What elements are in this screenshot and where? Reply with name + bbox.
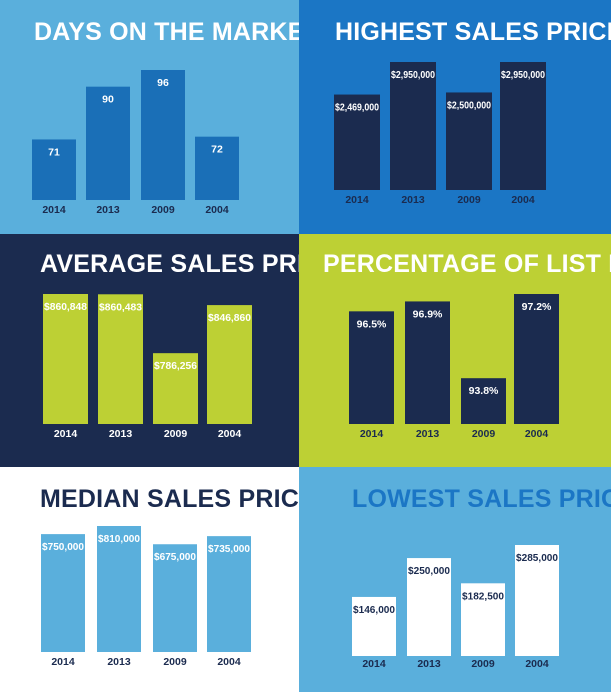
average-sales-price-panel: AVERAGE SALES PRICE $860,848 2014 $860,483… bbox=[0, 234, 299, 467]
panel-title: DAYS ON THE MARKET bbox=[34, 18, 299, 46]
tick-label: 2009 bbox=[457, 194, 481, 206]
bar-2004 bbox=[195, 136, 239, 200]
tick-label: 2013 bbox=[416, 428, 440, 440]
data-label: $2,469,000 bbox=[335, 102, 379, 114]
tick-label: 2014 bbox=[54, 428, 78, 440]
tick-label: 2013 bbox=[401, 194, 425, 206]
tick-label: 2009 bbox=[471, 658, 495, 670]
bar-2009 bbox=[141, 70, 185, 200]
panel-title: MEDIAN SALES PRICE bbox=[40, 485, 299, 513]
data-label: $2,500,000 bbox=[447, 99, 491, 111]
data-label: 93.8% bbox=[469, 385, 499, 397]
bar-2013 bbox=[407, 558, 451, 656]
tick-label: 2014 bbox=[360, 428, 384, 440]
data-label: 96.9% bbox=[413, 308, 443, 320]
bar-2014 bbox=[41, 534, 85, 652]
bar-2013 bbox=[405, 301, 450, 424]
data-label: $675,000 bbox=[154, 551, 196, 563]
data-label: 90 bbox=[102, 94, 114, 106]
tick-label: 2004 bbox=[525, 658, 549, 670]
data-label: $750,000 bbox=[42, 541, 84, 553]
data-label: 72 bbox=[211, 144, 223, 156]
panel-title: PERCENTAGE OF LIST PRICE bbox=[323, 250, 611, 278]
tick-label: 2014 bbox=[42, 204, 66, 216]
data-label: 96.5% bbox=[357, 318, 387, 330]
median-sales-price-panel: MEDIAN SALES PRICE $750,000 2014 $810,000 2… bbox=[0, 467, 299, 692]
tick-label: 2004 bbox=[217, 656, 241, 668]
data-label: $2,950,000 bbox=[391, 69, 435, 81]
days-on-market-chart: 71 2014 90 2013 96 2009 72 2004 bbox=[32, 70, 239, 216]
data-label: $285,000 bbox=[516, 552, 558, 564]
tick-label: 2013 bbox=[96, 204, 120, 216]
data-label: $735,000 bbox=[208, 543, 250, 555]
panel-title: AVERAGE SALES PRICE bbox=[40, 250, 299, 278]
average-sales-price-chart: $860,848 2014 $860,483 2013 $786,256 2009 $846… bbox=[43, 294, 252, 440]
bar-2009 bbox=[153, 353, 198, 424]
tick-label: 2013 bbox=[109, 428, 133, 440]
tick-label: 2009 bbox=[472, 428, 496, 440]
bar-2004 bbox=[515, 545, 559, 656]
panel-title: HIGHEST SALES PRICE bbox=[335, 18, 611, 46]
percentage-of-list-price-chart: 96.5% 2014 96.9% 2013 93.8% 2009 97.2% 2004 bbox=[349, 294, 559, 440]
data-label: $860,483 bbox=[99, 301, 142, 313]
tick-label: 2009 bbox=[163, 656, 187, 668]
percentage-of-list-price-panel: PERCENTAGE OF LIST PRICE 96.5% 2014 96.9% 2… bbox=[299, 234, 611, 467]
data-label: $250,000 bbox=[408, 565, 450, 577]
data-label: $846,860 bbox=[208, 312, 251, 324]
highest-sales-price-chart: $2,469,000 2014 $2,950,000 2013 $2,500,000 20… bbox=[334, 62, 546, 206]
bar-2009 bbox=[153, 544, 197, 652]
tick-label: 2013 bbox=[417, 658, 441, 670]
highest-sales-price-panel: HIGHEST SALES PRICE $2,469,000 2014 $2,950… bbox=[299, 0, 611, 234]
tick-label: 2004 bbox=[511, 194, 535, 206]
bar-2014 bbox=[43, 294, 88, 424]
bar-2013 bbox=[86, 86, 130, 200]
median-sales-price-chart: $750,000 2014 $810,000 2013 $675,000 2009 $735… bbox=[41, 526, 251, 668]
bar-2009 bbox=[461, 583, 505, 656]
bar-2009 bbox=[461, 378, 506, 424]
panel-title: LOWEST SALES PRICE bbox=[352, 485, 611, 513]
bar-2004 bbox=[207, 536, 251, 652]
bar-2014 bbox=[32, 139, 76, 200]
bar-2013 bbox=[97, 526, 141, 652]
tick-label: 2009 bbox=[164, 428, 188, 440]
tick-label: 2004 bbox=[205, 204, 229, 216]
data-label: $182,500 bbox=[462, 590, 504, 602]
lowest-sales-price-chart: $146,000 2014 $250,000 2013 $182,500 2009 $285… bbox=[352, 545, 559, 670]
bar-2004 bbox=[500, 62, 546, 190]
tick-label: 2004 bbox=[525, 428, 549, 440]
tick-label: 2004 bbox=[218, 428, 242, 440]
bar-2013 bbox=[98, 294, 143, 424]
tick-label: 2013 bbox=[107, 656, 131, 668]
data-label: 96 bbox=[157, 77, 169, 89]
data-label: $860,848 bbox=[44, 301, 87, 313]
data-label: $146,000 bbox=[353, 604, 395, 616]
data-label: 97.2% bbox=[522, 301, 552, 313]
tick-label: 2014 bbox=[345, 194, 369, 206]
data-label: $786,256 bbox=[154, 360, 197, 372]
bar-2004 bbox=[514, 294, 559, 424]
tick-label: 2014 bbox=[51, 656, 75, 668]
data-label: 71 bbox=[48, 146, 60, 158]
tick-label: 2014 bbox=[362, 658, 386, 670]
bar-2014 bbox=[349, 311, 394, 424]
bar-2009 bbox=[446, 92, 492, 190]
bar-2014 bbox=[334, 94, 380, 190]
bar-2004 bbox=[207, 305, 252, 424]
data-label: $810,000 bbox=[98, 533, 140, 545]
days-on-market-panel: DAYS ON THE MARKET 71 2014 90 2013 96 2009 72 2… bbox=[0, 0, 299, 234]
data-label: $2,950,000 bbox=[501, 69, 545, 81]
tick-label: 2009 bbox=[151, 204, 175, 216]
bar-2013 bbox=[390, 62, 436, 190]
lowest-sales-price-panel: LOWEST SALES PRICE $146,000 2014 $250,000 2… bbox=[299, 467, 611, 692]
bar-2014 bbox=[352, 596, 396, 656]
